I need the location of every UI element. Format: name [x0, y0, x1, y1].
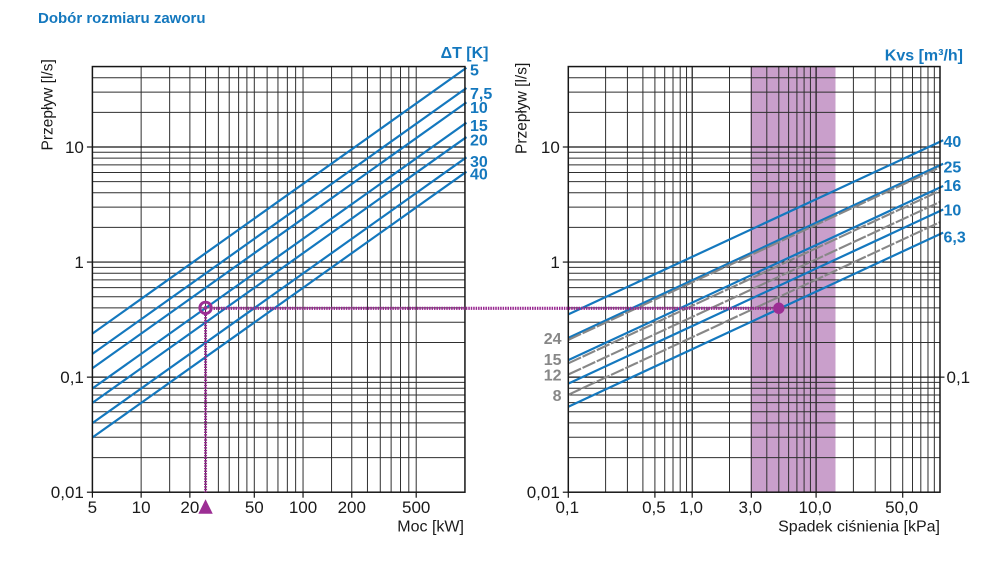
- svg-text:6,3: 6,3: [944, 229, 966, 246]
- svg-text:7,5: 7,5: [470, 86, 492, 103]
- svg-text:15: 15: [470, 118, 488, 135]
- svg-text:16: 16: [944, 178, 962, 195]
- svg-text:10: 10: [944, 203, 962, 220]
- svg-text:10: 10: [65, 138, 84, 157]
- svg-text:10: 10: [132, 498, 151, 517]
- svg-text:10: 10: [541, 138, 560, 157]
- svg-text:3,0: 3,0: [738, 498, 762, 517]
- svg-text:50: 50: [245, 498, 264, 517]
- svg-text:0,1: 0,1: [60, 368, 84, 387]
- svg-text:10: 10: [470, 100, 488, 117]
- svg-text:1,0: 1,0: [679, 498, 703, 517]
- svg-text:20: 20: [180, 498, 199, 517]
- svg-text:15: 15: [544, 352, 562, 369]
- svg-text:ΔT [K]: ΔT [K]: [441, 45, 489, 62]
- svg-text:0,1: 0,1: [947, 368, 971, 387]
- svg-text:40: 40: [944, 134, 962, 151]
- svg-text:5: 5: [470, 63, 479, 80]
- svg-text:24: 24: [544, 331, 562, 348]
- svg-text:0,1: 0,1: [555, 498, 579, 517]
- svg-text:1: 1: [550, 253, 559, 272]
- svg-text:Spadek ciśnienia [kPa]: Spadek ciśnienia [kPa]: [778, 519, 940, 536]
- svg-text:0,01: 0,01: [527, 483, 560, 502]
- svg-text:50,0: 50,0: [885, 498, 918, 517]
- svg-text:0,5: 0,5: [642, 498, 666, 517]
- svg-text:20: 20: [470, 132, 488, 149]
- svg-text:10,0: 10,0: [799, 498, 832, 517]
- svg-text:5: 5: [88, 498, 97, 517]
- svg-text:40: 40: [470, 166, 488, 183]
- svg-text:100: 100: [289, 498, 317, 517]
- svg-text:Przepływ [l/s]: Przepływ [l/s]: [514, 63, 531, 154]
- svg-text:12: 12: [544, 368, 562, 385]
- svg-text:Przepływ [l/s]: Przepływ [l/s]: [40, 59, 57, 150]
- svg-text:500: 500: [402, 498, 430, 517]
- svg-text:8: 8: [553, 388, 562, 405]
- svg-text:25: 25: [944, 159, 962, 176]
- svg-text:30: 30: [470, 154, 488, 171]
- svg-text:Moc [kW]: Moc [kW]: [397, 519, 464, 536]
- svg-text:Kvs [m³/h]: Kvs [m³/h]: [885, 48, 963, 65]
- svg-text:Dobór rozmiaru zaworu: Dobór rozmiaru zaworu: [38, 10, 206, 27]
- svg-text:200: 200: [338, 498, 366, 517]
- svg-text:0,01: 0,01: [51, 483, 84, 502]
- svg-text:1: 1: [74, 253, 83, 272]
